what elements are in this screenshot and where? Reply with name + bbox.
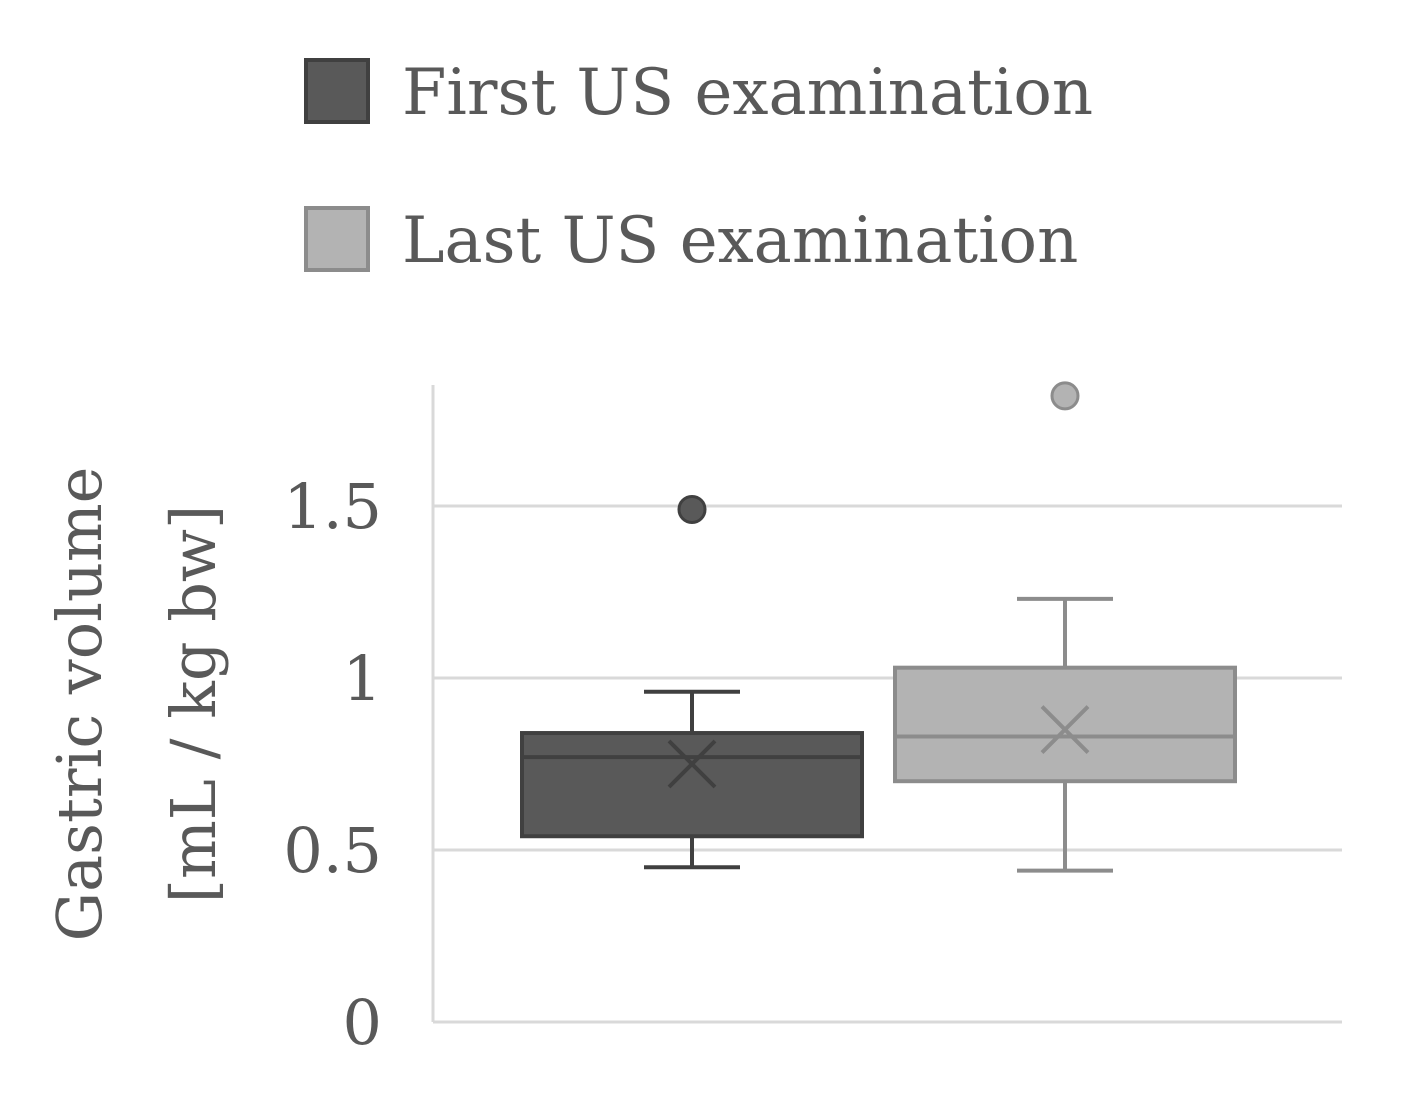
iqr-box xyxy=(520,731,864,839)
boxes xyxy=(520,381,1237,873)
legend: First US examination Last US examination xyxy=(304,56,1093,278)
y-tick-label: 0.5 xyxy=(283,814,382,887)
y-tick-label: 1.5 xyxy=(283,470,382,543)
outlier-point xyxy=(677,494,707,524)
y-tick-label: 0 xyxy=(343,986,382,1059)
legend-label: Last US examination xyxy=(402,204,1078,278)
y-tick-label: 1 xyxy=(343,642,382,715)
legend-swatch xyxy=(304,206,370,272)
iqr-box xyxy=(893,665,1237,784)
axes xyxy=(431,385,1342,1024)
legend-swatch xyxy=(304,58,370,124)
box-2 xyxy=(893,381,1237,873)
mean-marker xyxy=(1040,705,1090,755)
mean-marker xyxy=(667,739,717,789)
outlier-point xyxy=(1050,381,1080,411)
y-axis-title: Gastric volume xyxy=(43,467,116,942)
legend-label: First US examination xyxy=(402,56,1093,130)
y-axis-title-units: [mL / kg bw] xyxy=(157,505,230,903)
axis-labels: 0 0.5 1 1.5 Gastric volume [mL / kg bw] xyxy=(43,467,382,1059)
box-1 xyxy=(520,494,864,870)
